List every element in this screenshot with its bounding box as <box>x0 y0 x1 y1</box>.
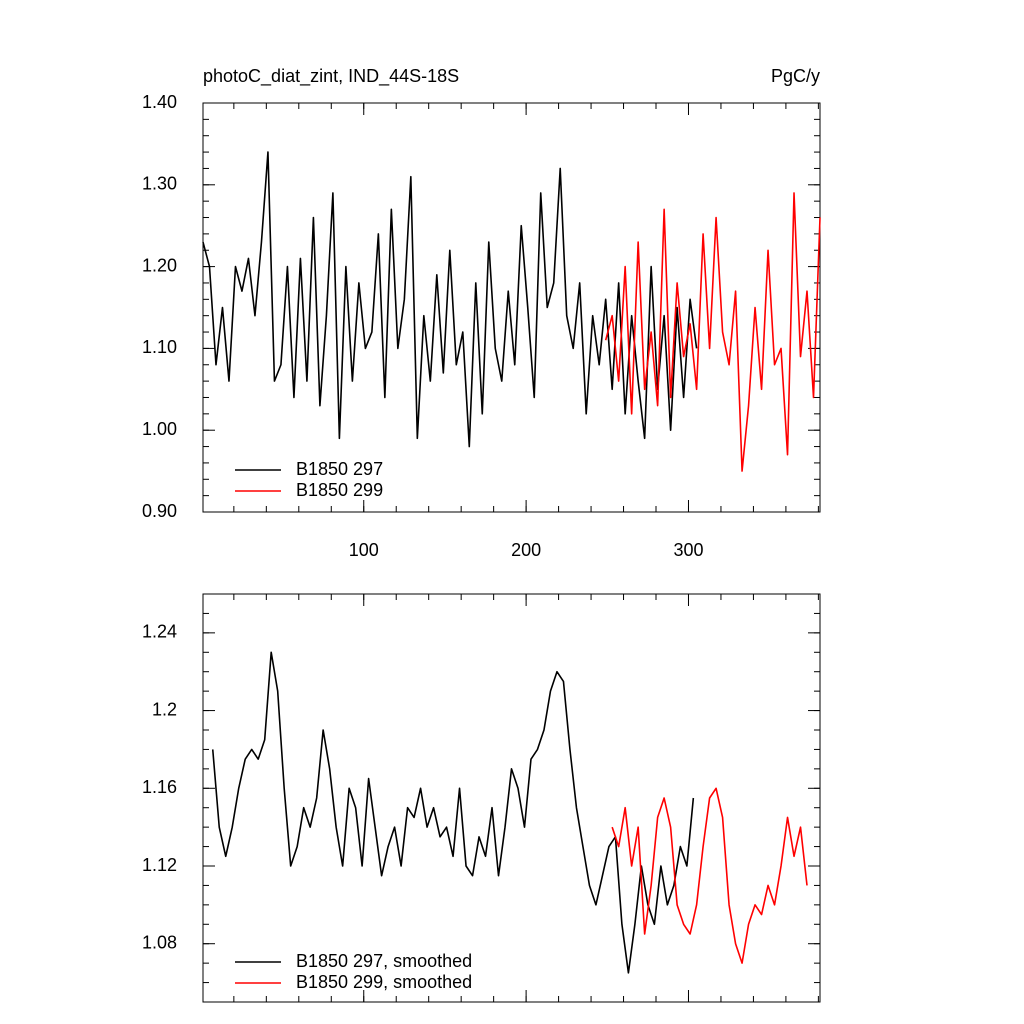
chart-title: photoC_diat_zint, IND_44S-18S <box>203 66 459 87</box>
legend-label: B1850 299 <box>296 480 383 500</box>
plot-frame <box>202 593 821 1003</box>
plot-frame <box>202 102 821 513</box>
data-line <box>211 651 695 974</box>
y-tick-label: 1.40 <box>142 92 177 112</box>
legend-label: B1850 297 <box>296 459 383 479</box>
y-tick-label: 1.10 <box>142 337 177 357</box>
y-tick-label: 1.24 <box>142 622 177 642</box>
units-label: PgC/y <box>771 66 820 86</box>
data-line <box>611 787 808 964</box>
data-line <box>202 151 698 448</box>
data-line <box>604 192 821 472</box>
y-tick-label: 1.2 <box>152 699 177 719</box>
x-tick-label: 100 <box>349 540 379 560</box>
y-tick-label: 1.30 <box>142 174 177 194</box>
y-tick-label: 1.16 <box>142 777 177 797</box>
legend-label: B1850 297, smoothed <box>296 951 472 971</box>
y-tick-label: 1.00 <box>142 419 177 439</box>
legend-label: B1850 299, smoothed <box>296 972 472 992</box>
x-tick-label: 300 <box>673 540 703 560</box>
y-tick-label: 1.20 <box>142 255 177 275</box>
y-tick-label: 1.12 <box>142 855 177 875</box>
x-tick-label: 200 <box>511 540 541 560</box>
y-tick-label: 1.08 <box>142 932 177 952</box>
y-tick-label: 0.90 <box>142 501 177 521</box>
